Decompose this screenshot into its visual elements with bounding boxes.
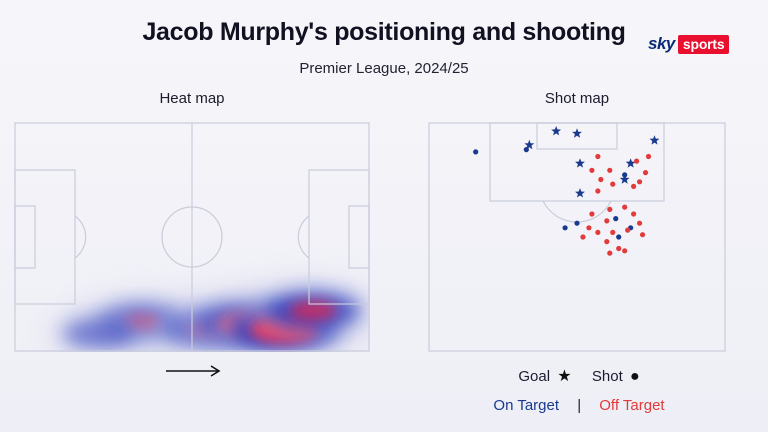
shot-off-target-dot — [645, 153, 652, 160]
shot-off-target-dot — [622, 204, 628, 210]
shot-pitch-outline — [428, 122, 726, 352]
shot-on-target-dot — [523, 147, 529, 153]
shot-pitch-lines — [428, 122, 726, 352]
shot-off-target-dot — [598, 176, 604, 183]
logo-sports-text: sports — [677, 34, 730, 54]
shot-off-target-dot — [595, 153, 601, 160]
shot-off-target-dot — [595, 229, 601, 235]
heat-map-label: Heat map — [159, 90, 225, 107]
heat-hotspot — [48, 309, 151, 352]
legend-separator: | — [577, 397, 582, 414]
legend-marker-type: Goal ★ Shot ● — [195, 366, 768, 386]
shot-off-target-dot — [642, 170, 649, 176]
legend-shot-dot-icon: ● — [629, 368, 640, 385]
shot-off-target-dot — [595, 188, 601, 194]
shot-off-target-dot — [589, 211, 595, 217]
goal-star-marker — [619, 174, 630, 184]
shot-six-yard-box — [536, 122, 618, 150]
shot-penalty-arc — [542, 200, 612, 223]
goal-star-marker — [524, 139, 535, 150]
shot-on-target-dot — [616, 234, 622, 240]
shot-off-target-dot — [636, 220, 643, 226]
shot-off-target-dot — [636, 179, 643, 185]
goal-star-marker — [575, 188, 585, 198]
legend-shot-label: Shot — [591, 368, 623, 385]
heat-map-chart — [14, 122, 370, 352]
shot-off-target-dot — [631, 183, 637, 189]
page-title: Jacob Murphy's positioning and shooting — [142, 18, 626, 46]
legend-goal-label: Goal — [518, 368, 551, 385]
shot-off-target-dot — [604, 239, 610, 245]
shot-off-target-dot — [610, 181, 616, 187]
legend-off-target: Off Target — [599, 397, 665, 414]
shot-markers — [473, 126, 660, 256]
shot-on-target-dot — [574, 220, 580, 226]
heat-density-layer — [48, 280, 370, 352]
shot-off-target-dot — [634, 158, 640, 164]
heat-right-six-yard-box — [348, 205, 370, 269]
shot-off-target-dot — [616, 245, 622, 252]
heat-left-six-yard-box — [14, 205, 36, 269]
goal-star-marker — [572, 128, 582, 138]
shot-off-target-dot — [607, 250, 613, 256]
shot-off-target-dot — [607, 167, 613, 173]
shot-off-target-dot — [604, 218, 610, 224]
shot-map-chart — [428, 122, 726, 352]
legend-on-target: On Target — [493, 397, 560, 414]
goal-star-marker — [551, 126, 562, 136]
attack-direction-arrow-icon — [166, 365, 221, 377]
page-subtitle: Premier League, 2024/25 — [299, 60, 469, 77]
sky-sports-logo: sky sports — [648, 34, 730, 54]
shot-off-target-dot — [589, 167, 595, 173]
legend-target: On Target | Off Target — [195, 397, 768, 414]
shot-off-target-dot — [622, 248, 628, 254]
legend-goal-star-icon: ★ — [557, 368, 572, 385]
shot-off-target-dot — [631, 211, 637, 217]
heat-left-arc — [74, 215, 87, 259]
shot-map-label: Shot map — [544, 90, 610, 107]
shot-off-target-dot — [610, 229, 616, 235]
shot-on-target-dot — [613, 216, 619, 222]
goal-star-marker — [575, 158, 585, 168]
shot-off-target-dot — [639, 232, 646, 238]
shot-off-target-dot — [586, 225, 592, 231]
shot-on-target-dot — [562, 225, 568, 231]
heat-centre-circle — [161, 206, 223, 268]
shot-on-target-dot — [622, 172, 628, 178]
heat-pitch-lines — [14, 122, 370, 352]
shot-off-target-dot — [607, 206, 613, 212]
heat-hotspot — [246, 280, 370, 341]
heat-left-penalty-box — [14, 169, 76, 305]
shot-on-target-dot — [473, 149, 479, 155]
logo-sky-text: sky — [648, 34, 675, 53]
goal-star-marker — [649, 135, 660, 145]
goal-star-marker — [625, 158, 636, 168]
shot-off-target-dot — [580, 234, 586, 240]
shot-off-target-dot — [625, 227, 631, 233]
heat-right-arc — [297, 215, 310, 259]
